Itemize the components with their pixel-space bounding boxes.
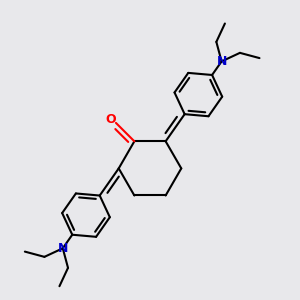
Text: N: N — [216, 55, 227, 68]
Text: O: O — [105, 113, 116, 126]
Text: N: N — [58, 242, 68, 255]
